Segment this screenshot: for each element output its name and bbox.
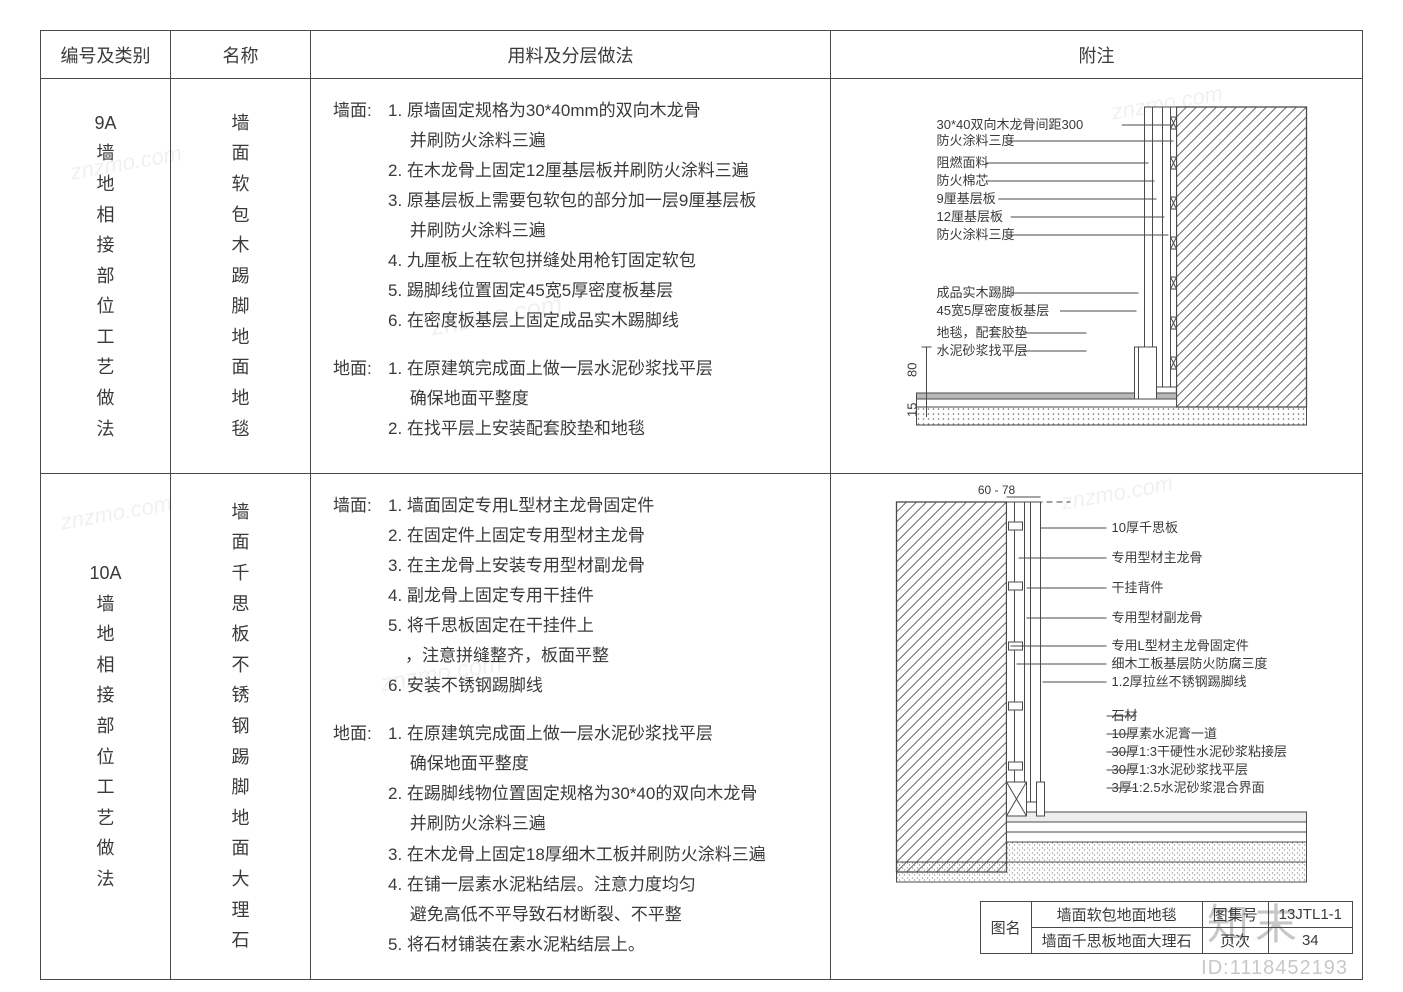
svg-text:成品实木踢脚: 成品实木踢脚: [937, 285, 1015, 300]
svg-text:水泥砂浆找平层: 水泥砂浆找平层: [937, 343, 1028, 358]
header-method: 用料及分层做法: [311, 31, 831, 79]
floor-method-lines: 1. 在原建筑完成面上做一层水泥砂浆找平层 确保地面平整度2. 在踢脚线物位置固…: [388, 720, 816, 960]
svg-text:地毯，配套胶垫: 地毯，配套胶垫: [937, 325, 1028, 340]
svg-text:防火棉芯: 防火棉芯: [937, 173, 989, 188]
svg-text:30厚1:3干硬性水泥砂浆粘接层: 30厚1:3干硬性水泥砂浆粘接层: [1112, 744, 1288, 759]
svg-text:专用L型材主龙骨固定件: 专用L型材主龙骨固定件: [1112, 638, 1249, 653]
wall-method-lines: 1. 墙面固定专用L型材主龙骨固定件2. 在固定件上固定专用型材主龙骨3. 在主…: [388, 492, 816, 702]
title-line1: 墙面软包地面地毯: [1031, 902, 1202, 928]
svg-text:9厘基层板: 9厘基层板: [937, 191, 996, 206]
svg-text:80: 80: [905, 363, 920, 377]
svg-text:阻燃面料: 阻燃面料: [937, 155, 989, 170]
svg-text:干挂背件: 干挂背件: [1112, 580, 1164, 595]
spec-table: 编号及类别 名称 用料及分层做法 附注 9A墙地相接部位工艺做法 墙面软包木踢脚…: [40, 30, 1363, 980]
title-page-key: 页次: [1202, 928, 1268, 954]
wall-label: 墙面:: [333, 492, 388, 702]
svg-text:12厘基层板: 12厘基层板: [937, 209, 1003, 224]
svg-text:防火涂料三度: 防火涂料三度: [937, 133, 1015, 148]
header-name: 名称: [171, 31, 311, 79]
table-row: 9A墙地相接部位工艺做法 墙面软包木踢脚地面地毯 墙面: 1. 原墙固定规格为3…: [41, 79, 1363, 474]
title-page-val: 34: [1268, 928, 1352, 954]
header-note: 附注: [831, 31, 1363, 79]
svg-text:10厚素水泥膏一道: 10厚素水泥膏一道: [1112, 726, 1217, 741]
row-method: 墙面: 1. 墙面固定专用L型材主龙骨固定件2. 在固定件上固定专用型材主龙骨3…: [311, 474, 831, 980]
header-row: 编号及类别 名称 用料及分层做法 附注: [41, 31, 1363, 79]
svg-text:30*40双向木龙骨间距300: 30*40双向木龙骨间距300: [937, 117, 1084, 132]
header-id: 编号及类别: [41, 31, 171, 79]
row-name: 墙面软包木踢脚地面地毯: [171, 79, 311, 474]
row-name: 墙面千思板不锈钢踢脚地面大理石: [171, 474, 311, 980]
row-note-diagram: 801530*40双向木龙骨间距300防火涂料三度阻燃面料防火棉芯9厘基层板12…: [831, 79, 1363, 474]
svg-text:30厚1:3水泥砂浆找平层: 30厚1:3水泥砂浆找平层: [1112, 762, 1249, 777]
svg-text:3厚1:2.5水泥砂浆混合界面: 3厚1:2.5水泥砂浆混合界面: [1112, 780, 1265, 795]
title-key: 图名: [980, 902, 1031, 954]
section-diagram-9a: 801530*40双向木龙骨间距300防火涂料三度阻燃面料防火棉芯9厘基层板12…: [839, 87, 1354, 457]
title-block: 图名 墙面软包地面地毯 图集号 13JTL1-1 墙面千思板地面大理石 页次 3…: [980, 901, 1353, 954]
row-id: 9A墙地相接部位工艺做法: [41, 79, 171, 474]
svg-text:专用型材主龙骨: 专用型材主龙骨: [1112, 550, 1203, 565]
svg-text:45宽5厚密度板基层: 45宽5厚密度板基层: [937, 303, 1050, 318]
svg-text:防火涂料三度: 防火涂料三度: [937, 227, 1015, 242]
floor-label: 地面:: [333, 720, 388, 960]
wall-label: 墙面:: [333, 97, 388, 337]
svg-text:1.2厚拉丝不锈钢踢脚线: 1.2厚拉丝不锈钢踢脚线: [1112, 674, 1247, 689]
svg-text:60 - 78: 60 - 78: [978, 483, 1016, 497]
title-set-val: 13JTL1-1: [1268, 902, 1352, 928]
svg-text:15: 15: [905, 403, 920, 417]
title-line2: 墙面千思板地面大理石: [1031, 928, 1202, 954]
svg-text:细木工板基层防火防腐三度: 细木工板基层防火防腐三度: [1112, 656, 1268, 671]
svg-text:专用型材副龙骨: 专用型材副龙骨: [1112, 610, 1203, 625]
floor-method-lines: 1. 在原建筑完成面上做一层水泥砂浆找平层 确保地面平整度2. 在找平层上安装配…: [388, 355, 816, 445]
wall-method-lines: 1. 原墙固定规格为30*40mm的双向木龙骨 并刷防火涂料三遍2. 在木龙骨上…: [388, 97, 816, 337]
svg-text:10厚千思板: 10厚千思板: [1112, 520, 1178, 535]
floor-label: 地面:: [333, 355, 388, 445]
section-diagram-10a: 60 - 78 10厚千思板专用型材主龙骨干挂背件专用型材副龙骨专用L型材主龙骨固…: [839, 482, 1354, 912]
row-method: 墙面: 1. 原墙固定规格为30*40mm的双向木龙骨 并刷防火涂料三遍2. 在…: [311, 79, 831, 474]
svg-text:石材: 石材: [1112, 708, 1138, 723]
row-id: 10A墙地相接部位工艺做法: [41, 474, 171, 980]
title-set-key: 图集号: [1202, 902, 1268, 928]
